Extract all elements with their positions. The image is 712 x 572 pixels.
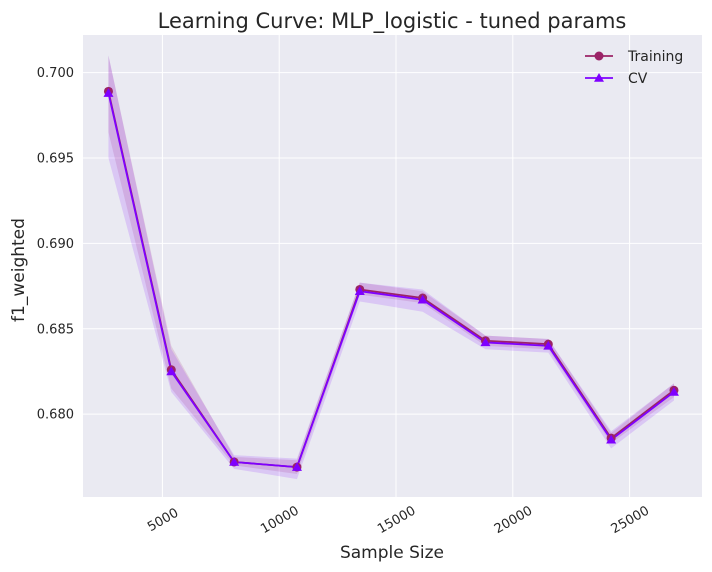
y-axis-label: f1_weighted xyxy=(9,218,29,322)
x-axis-ticks: 5000 10000 15000 20000 25000 xyxy=(145,503,652,537)
cv-point xyxy=(417,294,428,304)
legend-item-training: Training xyxy=(585,49,683,65)
y-tick-label: 0.680 xyxy=(37,408,74,423)
x-tick-label: 25000 xyxy=(609,503,652,537)
legend: Training CV xyxy=(585,49,683,87)
y-tick-label: 0.695 xyxy=(37,151,74,166)
x-axis-label: Sample Size xyxy=(340,543,444,563)
x-tick-label: 20000 xyxy=(492,503,535,537)
series-lines xyxy=(107,91,675,469)
x-tick-label: 5000 xyxy=(145,506,181,536)
legend-item-cv: CV xyxy=(585,71,648,87)
cv-point xyxy=(543,340,554,350)
cv-point xyxy=(668,386,679,396)
chart-title: Learning Curve: MLP_logistic - tuned par… xyxy=(158,9,627,34)
cv-point xyxy=(291,462,302,471)
x-tick-label: 15000 xyxy=(375,503,418,537)
cv-band xyxy=(108,55,674,480)
legend-label-training: Training xyxy=(627,49,683,65)
legend-marker-training xyxy=(594,51,604,61)
cv-point xyxy=(166,366,177,376)
confidence-bands xyxy=(108,55,674,480)
cv-line xyxy=(107,92,675,469)
training-band xyxy=(108,55,674,474)
cv-point xyxy=(229,456,240,466)
x-tick-label: 10000 xyxy=(258,503,301,537)
legend-marker-cv xyxy=(594,73,604,82)
plot-area xyxy=(83,35,702,497)
cv-point xyxy=(354,286,365,295)
cv-point xyxy=(103,88,114,97)
y-axis-ticks: 0.680 0.685 0.690 0.695 0.700 xyxy=(37,66,74,423)
y-tick-label: 0.690 xyxy=(37,237,74,252)
cv-point xyxy=(606,434,617,444)
series-markers xyxy=(103,86,679,472)
grid-lines xyxy=(83,35,702,497)
y-tick-label: 0.685 xyxy=(37,322,74,337)
y-tick-label: 0.700 xyxy=(37,66,74,81)
legend-label-cv: CV xyxy=(628,71,648,87)
cv-point xyxy=(480,337,491,347)
